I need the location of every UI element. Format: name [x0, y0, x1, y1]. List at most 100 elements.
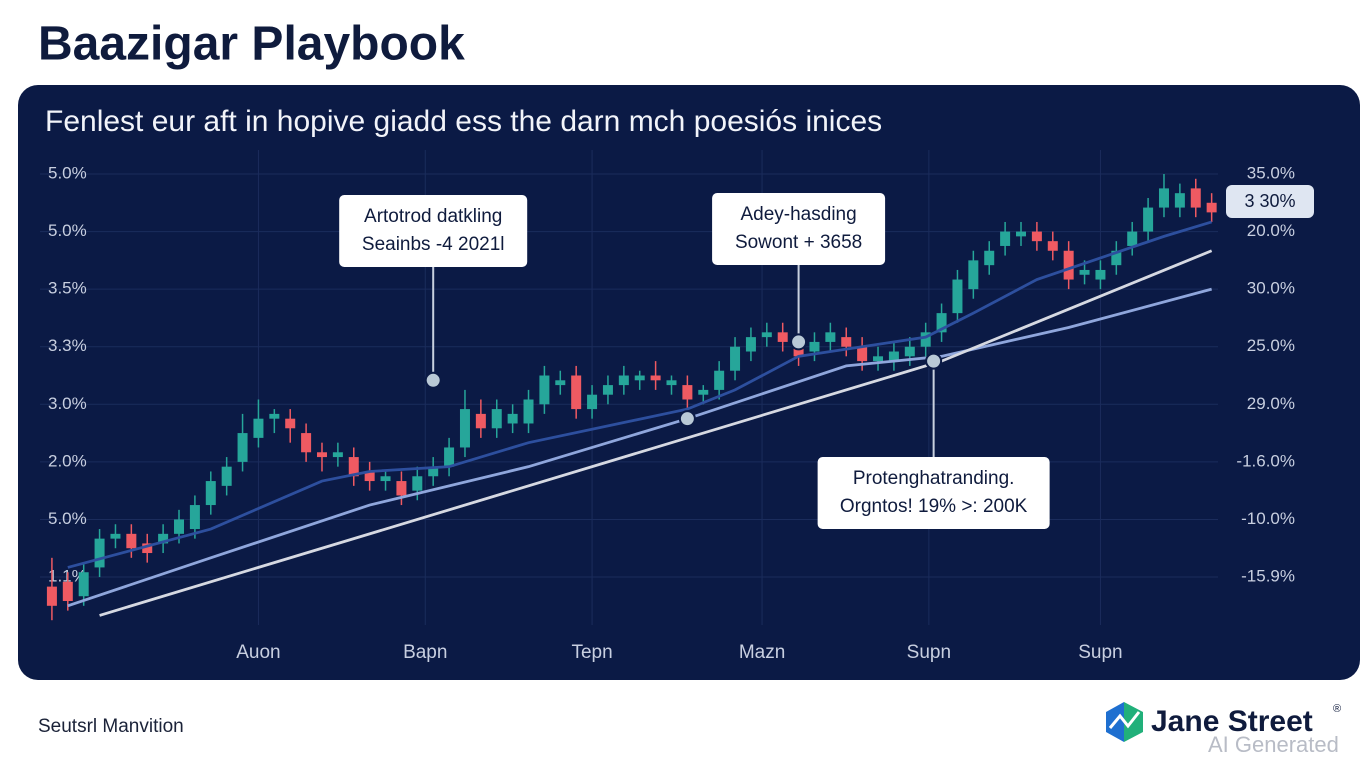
candle-body — [666, 380, 677, 386]
candle-body — [348, 457, 359, 477]
chart-subtitle: Fenlest eur aft in hopive giadd ess the … — [45, 105, 882, 138]
y2-tick-label: -15.9% — [1241, 567, 1295, 586]
candle-body — [777, 332, 788, 342]
candle-body — [459, 409, 470, 448]
candle-body — [587, 394, 598, 410]
marker-dot — [424, 371, 442, 389]
candle-body — [189, 505, 200, 530]
y-tick-label: 5.0% — [48, 221, 87, 240]
candle-body — [237, 433, 248, 462]
annotation-box — [712, 193, 886, 265]
candle-body — [444, 447, 455, 467]
candle-body — [126, 533, 137, 549]
candle-body — [396, 481, 407, 496]
candle-body — [650, 375, 661, 381]
candle-body — [618, 375, 629, 386]
candle-body — [110, 533, 121, 539]
candle-body — [698, 389, 709, 395]
candle-body — [1158, 188, 1169, 208]
candle-body — [412, 476, 423, 491]
y-tick-label: 2.0% — [48, 451, 87, 470]
candle-body — [174, 519, 185, 534]
candle-body — [936, 313, 947, 333]
annotation-text: Orgntos! 19% >: 200K — [840, 496, 1028, 517]
candle-body — [984, 250, 995, 266]
candle-body — [523, 399, 534, 424]
candle-body — [761, 332, 772, 338]
candle-body — [825, 332, 836, 342]
annotation-text: Adey-hasding — [740, 204, 856, 225]
candle-body — [1031, 231, 1042, 242]
candle-body — [1000, 231, 1011, 246]
candle-body — [1016, 231, 1027, 237]
candle-body — [142, 543, 153, 554]
candle-body — [221, 466, 232, 486]
x-tick-label: Bapn — [403, 642, 447, 663]
candle-body — [364, 471, 375, 482]
candle-body — [745, 337, 756, 352]
candle-body — [1079, 269, 1090, 275]
candle-body — [316, 452, 327, 458]
candle-body — [301, 433, 312, 453]
footer-left: Seutsrl Manvition — [38, 716, 184, 737]
trend-line — [67, 220, 1213, 569]
candle-body — [857, 346, 868, 362]
candle-body — [1095, 269, 1106, 280]
y-tick-label: 5.0% — [48, 163, 87, 182]
candle-body — [475, 413, 486, 429]
candle-body — [682, 385, 693, 400]
candle-body — [380, 476, 391, 482]
candle-body — [873, 356, 884, 362]
y2-tick-label: -10.0% — [1241, 509, 1295, 528]
y2-tick-label: 20.0% — [1247, 221, 1295, 240]
candle-body — [952, 279, 963, 314]
price-tag-box — [1226, 185, 1314, 218]
candle-body — [205, 481, 216, 506]
y-tick-label: 3.3% — [48, 336, 87, 355]
candle-body — [46, 586, 57, 606]
price-tag: 3 30% — [1244, 191, 1295, 211]
y-tick-label: 3.5% — [48, 279, 87, 298]
annotation-text: Artotrod datkling — [364, 206, 502, 227]
candle-body — [904, 346, 915, 357]
candle-body — [1127, 231, 1138, 246]
x-tick-label: Mazn — [739, 642, 785, 663]
y2-tick-label: 30.0% — [1247, 279, 1295, 298]
brand: Jane Street — [1151, 705, 1313, 738]
candle-body — [888, 351, 899, 362]
candle-body — [571, 375, 582, 410]
page-title: Baazigar Playbook — [38, 18, 465, 71]
candle-body — [1143, 207, 1154, 232]
candle-body — [1047, 241, 1058, 251]
x-tick-label: Supn — [907, 642, 951, 663]
y2-tick-label: 25.0% — [1247, 336, 1295, 355]
x-tick-label: Tepn — [571, 642, 612, 663]
candle-body — [428, 466, 439, 477]
candle-body — [1206, 202, 1217, 213]
annotation-text: Seainbs -4 2021l — [362, 234, 505, 255]
y2-tick-label: 29.0% — [1247, 394, 1295, 413]
candle-body — [809, 341, 820, 352]
annotation-text: Sowont + 3658 — [735, 232, 862, 253]
x-tick-label: Supn — [1078, 642, 1122, 663]
candle-body — [920, 332, 931, 347]
candle-body — [1063, 250, 1074, 280]
candle-body — [714, 370, 725, 390]
candle-body — [158, 533, 169, 544]
candle-body — [62, 581, 73, 602]
candle-body — [94, 538, 105, 568]
candle-body — [1190, 188, 1201, 208]
annotation-box — [817, 457, 1050, 529]
marker-dot — [790, 333, 808, 351]
candle-body — [555, 380, 566, 386]
candle-body — [1174, 193, 1185, 208]
candle-body — [602, 385, 613, 395]
candle-body — [78, 572, 89, 597]
annotation-text: Protenghatranding. — [853, 468, 1015, 489]
logo-icon — [1106, 702, 1143, 742]
y-tick-label: 5.0% — [48, 509, 87, 528]
x-tick-label: Auon — [236, 642, 280, 663]
y2-tick-label: -1.6.0% — [1236, 451, 1295, 470]
